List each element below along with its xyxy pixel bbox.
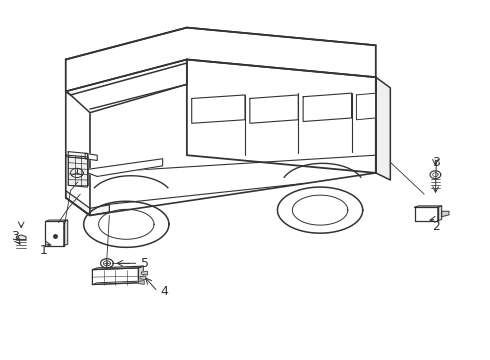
Polygon shape	[138, 281, 144, 284]
Text: 1: 1	[40, 244, 48, 257]
Polygon shape	[187, 59, 376, 173]
Polygon shape	[138, 266, 143, 283]
Polygon shape	[142, 271, 147, 275]
Polygon shape	[64, 220, 68, 246]
Polygon shape	[66, 191, 109, 215]
Polygon shape	[66, 91, 90, 173]
Polygon shape	[16, 235, 26, 239]
Polygon shape	[415, 206, 441, 207]
Polygon shape	[68, 155, 88, 187]
Polygon shape	[192, 95, 245, 123]
Text: 3: 3	[11, 230, 19, 243]
Polygon shape	[356, 93, 376, 120]
Polygon shape	[415, 207, 438, 221]
Polygon shape	[71, 63, 187, 113]
Polygon shape	[66, 28, 376, 91]
Polygon shape	[66, 59, 187, 109]
Text: 5: 5	[141, 257, 149, 270]
Polygon shape	[68, 152, 88, 159]
Polygon shape	[376, 77, 391, 180]
Polygon shape	[93, 266, 143, 270]
Text: 3: 3	[432, 156, 441, 169]
Text: 4: 4	[160, 285, 168, 298]
Polygon shape	[93, 268, 138, 284]
Polygon shape	[438, 206, 441, 221]
Polygon shape	[93, 281, 143, 284]
Polygon shape	[88, 159, 163, 176]
Polygon shape	[303, 93, 352, 122]
Polygon shape	[140, 276, 146, 280]
Polygon shape	[46, 221, 64, 246]
Text: 2: 2	[432, 220, 441, 233]
Polygon shape	[46, 220, 68, 221]
Polygon shape	[441, 211, 449, 217]
Polygon shape	[250, 95, 298, 123]
Polygon shape	[66, 155, 90, 215]
Polygon shape	[85, 153, 97, 161]
